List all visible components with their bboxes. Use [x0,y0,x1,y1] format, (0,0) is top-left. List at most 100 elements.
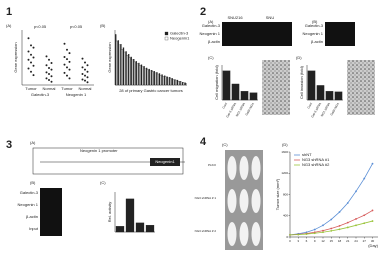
x-tick-label: 27 [363,239,367,243]
dot [30,61,32,64]
row-label: Neogenin 1 [200,31,221,36]
dot [66,58,68,61]
x-tick-label: Cont [221,102,228,110]
point [338,224,341,227]
bar [156,72,158,86]
bar [158,73,161,86]
x-tick-label: 6 [306,239,308,243]
panel-label: (C) [222,142,228,147]
bar [176,79,179,86]
panel-label: (C) [100,180,106,185]
bar [131,59,133,86]
row-label: Galectin-3 [202,23,221,28]
dot [50,62,53,64]
bar [167,77,169,86]
point [330,218,333,221]
bar [121,49,123,86]
micrograph [262,60,290,115]
bar [184,82,186,86]
point [313,232,316,235]
dot [30,44,32,47]
bar [152,71,154,86]
bar [157,73,159,86]
x-tick-label: 0 [289,239,291,243]
point [355,190,357,193]
bar [163,75,166,86]
point [330,227,333,230]
gel [325,22,355,46]
point [330,229,333,232]
bar [141,66,144,86]
point [355,218,357,220]
bar [166,76,168,86]
point [346,226,349,229]
dot [81,73,84,75]
panel-label: (C) [208,55,214,60]
dot [30,53,32,56]
bar [133,59,135,86]
y-axis-label: Cell migration (fold) [214,64,219,99]
bar [181,82,184,86]
mouse [239,189,249,213]
bar [151,70,153,86]
point [322,224,324,227]
row-label: Galectin-3 [305,23,324,28]
x-tick-label: NG1 siRNA [320,102,331,117]
gene-box [150,158,180,166]
x-tick-label: Gal3+NG1 [244,102,255,117]
point [305,231,308,234]
lane-label: SNU [266,15,275,20]
gel [40,188,62,236]
panel-label: (A) [208,19,214,24]
bar [117,40,120,86]
bar [334,91,343,101]
dot [48,66,50,69]
bar [231,83,240,101]
bar [135,61,138,86]
bar [126,55,128,86]
bar [122,47,125,86]
bar [249,92,258,101]
bar [127,54,130,86]
mouse [251,156,261,180]
y-tick-label: 1200 [281,171,288,175]
gene-label: Galectin-3 [31,92,50,97]
group-label: NG3 shRNA # 2 [195,229,217,233]
bar [175,79,177,86]
legend-label: Galectin-3 [170,31,189,36]
row-label: β-actin [26,214,38,219]
dot [86,70,89,73]
bar [174,79,176,86]
y-axis-label: Gene expression [13,42,18,72]
bar [179,81,181,86]
generated: Gene expression 28 of primary Gastric can… [13,15,379,248]
bar [138,62,140,86]
bar [125,51,127,86]
dot [66,48,68,51]
promoter-title: Neogenin 1 promoter [80,148,118,153]
gene-label: Neogenin 1 [66,92,87,97]
point [338,228,341,231]
x-tick-label: Normal [79,86,92,91]
dot [32,56,35,59]
y-axis-label: Cell invasion (fold) [299,65,304,99]
bar [125,198,135,233]
dot [66,66,68,69]
bar [148,68,150,86]
y-tick-label: 1600 [281,150,288,154]
y-axis-label: Tumor size (mm³) [275,178,280,210]
lane-label: SNU216 [227,15,243,20]
figure-label: 2 [200,6,206,18]
bar [180,81,182,86]
panel-label: (A) [30,140,36,145]
x-tick-label: 18 [338,239,342,243]
bar [146,69,149,86]
dot [48,73,50,75]
dot [27,58,30,61]
point [346,221,349,224]
y-axis-label: Gene expression [107,42,112,72]
figure-label: 3 [6,139,12,151]
point [289,233,291,236]
dot [81,57,84,60]
row-label: Neogenin 1 [303,31,324,36]
